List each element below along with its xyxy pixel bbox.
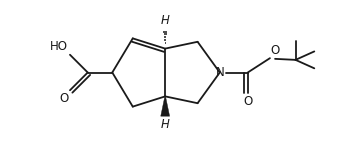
Text: O: O — [271, 44, 280, 57]
Text: N: N — [215, 66, 224, 79]
Text: O: O — [243, 95, 252, 108]
Polygon shape — [161, 96, 170, 116]
Text: H: H — [161, 14, 170, 27]
Text: O: O — [60, 92, 68, 105]
Text: HO: HO — [50, 40, 68, 53]
Text: H: H — [161, 118, 170, 131]
